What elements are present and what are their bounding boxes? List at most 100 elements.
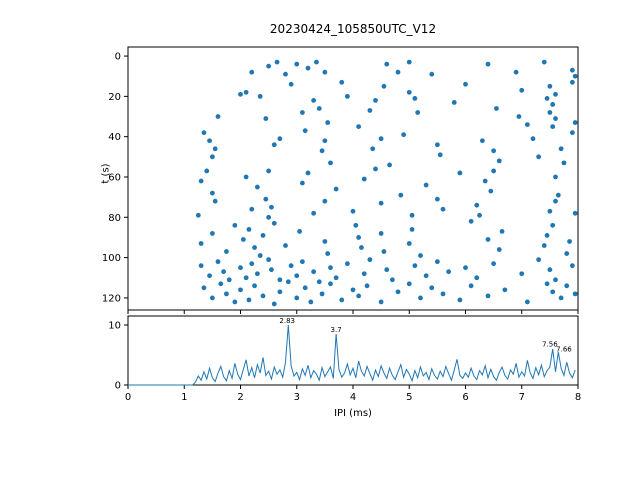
scatter-point xyxy=(370,146,376,152)
scatter-point xyxy=(544,95,550,101)
scatter-point xyxy=(277,136,283,142)
scatter-point xyxy=(322,198,328,204)
scatter-point xyxy=(257,253,263,258)
scatter-point xyxy=(541,243,547,248)
scatter-point xyxy=(350,208,356,214)
scatter-point xyxy=(378,136,384,142)
scatter-point xyxy=(569,130,575,136)
scatter-point xyxy=(294,61,300,67)
scatter-point xyxy=(367,257,373,263)
scatter-point xyxy=(271,142,277,148)
scatter-point xyxy=(550,102,556,107)
scatter-point xyxy=(544,233,550,238)
scatter-point xyxy=(224,291,229,297)
scatter-point xyxy=(297,229,302,234)
scatter-point xyxy=(319,148,325,154)
scatter-point xyxy=(451,100,457,105)
scatter-point xyxy=(572,120,578,125)
scatter-point xyxy=(361,176,367,182)
x-tick-label: 8 xyxy=(575,392,581,403)
scatter-point xyxy=(491,261,497,267)
scatter-point xyxy=(519,271,525,277)
scatter-point xyxy=(415,110,421,115)
scatter-point xyxy=(398,192,404,198)
scatter-point xyxy=(381,249,387,254)
scatter-point xyxy=(314,59,319,65)
scatter-point xyxy=(238,287,243,293)
scatter-point xyxy=(572,73,578,79)
scatter-point xyxy=(364,283,370,289)
scatter-point xyxy=(277,289,283,295)
scatter-point xyxy=(502,287,508,293)
scatter-point xyxy=(494,106,499,111)
scatter-point xyxy=(550,124,556,130)
y-tick-label: 60 xyxy=(108,172,121,183)
scatter-point xyxy=(240,237,246,242)
scatter-point xyxy=(238,265,243,271)
scatter-point xyxy=(553,198,558,204)
scatter-point xyxy=(252,283,257,289)
scatter-point xyxy=(299,110,305,115)
scatter-point xyxy=(209,231,215,236)
scatter-point xyxy=(550,222,556,228)
scatter-point xyxy=(555,192,561,198)
scatter-point xyxy=(406,89,412,95)
scatter-point xyxy=(257,93,263,99)
scatter-point xyxy=(434,142,440,148)
scatter-point xyxy=(547,208,553,214)
peak-annotation: 7.66 xyxy=(556,345,572,353)
scatter-point xyxy=(249,206,255,212)
scatter-point xyxy=(325,120,331,125)
scatter-point xyxy=(373,98,378,103)
scatter-point xyxy=(299,180,305,186)
scatter-point xyxy=(569,263,575,269)
scatter-point xyxy=(322,239,328,244)
scatter-point xyxy=(524,299,530,305)
scatter-point xyxy=(316,279,322,285)
scatter-point xyxy=(269,204,274,210)
scatter-point xyxy=(311,210,317,216)
scatter-point xyxy=(378,231,384,236)
scatter-point xyxy=(344,261,350,267)
scatter-point xyxy=(412,95,418,101)
scatter-point xyxy=(325,251,331,256)
scatter-point xyxy=(401,132,407,138)
scatter-point xyxy=(491,148,497,154)
scatter-point xyxy=(468,283,474,289)
axes-frame xyxy=(127,315,579,386)
scatter-point xyxy=(283,243,288,248)
scatter-point xyxy=(305,170,311,176)
scatter-point xyxy=(299,259,305,265)
scatter-point xyxy=(277,277,283,283)
peak-annotation: 3.7 xyxy=(331,326,342,334)
scatter-point xyxy=(288,263,294,269)
scatter-point xyxy=(541,59,547,65)
scatter-point xyxy=(553,116,558,121)
y-tick-label: 120 xyxy=(102,293,121,304)
scatter-point xyxy=(446,269,452,275)
x-tick-label: 1 xyxy=(181,392,187,403)
scatter-point xyxy=(288,81,294,87)
scatter-point xyxy=(209,190,215,196)
scatter-point xyxy=(344,93,350,99)
scatter-point xyxy=(516,114,522,119)
scatter-point xyxy=(384,61,390,67)
scatter-point xyxy=(406,59,412,65)
scatter-point xyxy=(361,271,367,277)
scatter-point xyxy=(356,124,362,130)
scatter-point xyxy=(457,170,463,176)
scatter-point xyxy=(496,247,502,252)
scatter-point xyxy=(564,251,570,256)
scatter-point xyxy=(544,281,550,287)
scatter-point xyxy=(322,69,328,75)
scatter-point xyxy=(434,196,440,202)
scatter-point xyxy=(198,241,204,246)
scatter-point xyxy=(243,275,249,281)
scatter-point xyxy=(238,91,243,97)
scatter-point xyxy=(271,301,277,307)
scatter-point xyxy=(207,273,212,279)
scatter-point xyxy=(302,285,308,291)
scatter-point xyxy=(339,297,345,303)
scatter-point xyxy=(496,158,502,164)
x-tick-label: 6 xyxy=(462,392,468,403)
